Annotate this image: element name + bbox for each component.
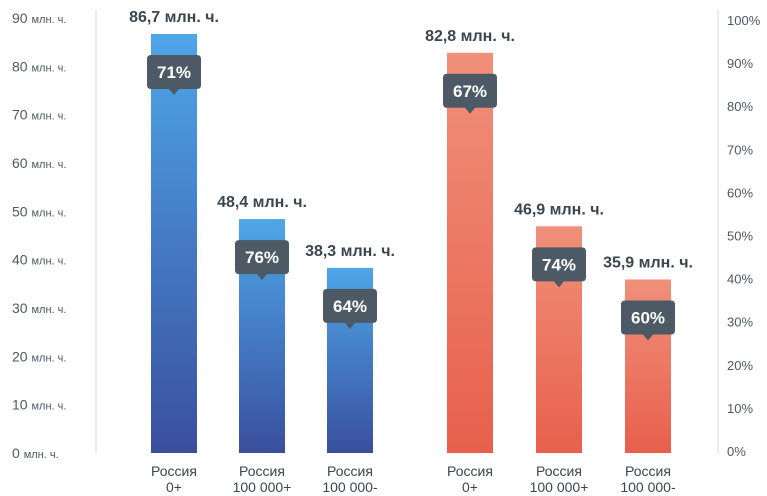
- category-label: 0+: [462, 479, 478, 495]
- y-left-tick-number: 70: [12, 107, 31, 123]
- y-left-tick-unit: млн. ч.: [24, 449, 59, 461]
- y-left-tick-label: 90 млн. ч.: [12, 10, 66, 26]
- y-left-tick-number: 60: [12, 155, 31, 171]
- percent-badge-label: 64%: [333, 297, 367, 316]
- y-left-tick-label: 80 млн. ч.: [12, 58, 66, 74]
- category-label: Россия: [447, 463, 493, 479]
- y-left-tick-unit: млн. ч.: [31, 256, 66, 268]
- y-right-tick-label: 40%: [727, 272, 753, 287]
- bars: [151, 33, 671, 454]
- bar: [447, 52, 493, 454]
- percent-badge: [147, 54, 201, 95]
- bar-value-label: 35,9 млн. ч.: [603, 254, 693, 271]
- y-left-tick-label: 40 млн. ч.: [12, 252, 66, 268]
- axes: [95, 10, 719, 453]
- category-label: Россия: [151, 463, 197, 479]
- y-left-tick-label: 10 млн. ч.: [12, 397, 66, 413]
- category-label: 0+: [166, 479, 182, 495]
- y-right-tick-label: 0%: [727, 444, 746, 459]
- category-label: Россия: [327, 463, 373, 479]
- y-left-tick-unit: млн. ч.: [31, 207, 66, 219]
- y-left-tick-unit: млн. ч.: [31, 304, 66, 316]
- category-label: 100 000-: [322, 479, 378, 495]
- percent-badge-label: 76%: [245, 248, 279, 267]
- y-left-tick-label: 20 млн. ч.: [12, 348, 66, 364]
- y-left-tick-unit: млн. ч.: [31, 14, 66, 26]
- y-left-tick-label: 50 млн. ч.: [12, 203, 66, 219]
- category-label: Россия: [239, 463, 285, 479]
- y-right-tick-label: 20%: [727, 358, 753, 373]
- category-label: 100 000-: [620, 479, 676, 495]
- y-left-tick-number: 40: [12, 252, 31, 268]
- y-left-tick-unit: млн. ч.: [31, 159, 66, 171]
- y-left-tick-unit: млн. ч.: [31, 62, 66, 74]
- category-label: Россия: [536, 463, 582, 479]
- percent-badge-label: 74%: [542, 255, 576, 274]
- bar-value-label: 38,3 млн. ч.: [305, 243, 395, 260]
- bar-value-label: 46,9 млн. ч.: [514, 201, 604, 218]
- y-left-tick-label: 60 млн. ч.: [12, 155, 66, 171]
- y-left-tick-label: 70 млн. ч.: [12, 107, 66, 123]
- percent-badge-label: 60%: [631, 308, 665, 327]
- y-left-tick-number: 0: [12, 445, 24, 461]
- y-left-tick-number: 90: [12, 10, 31, 26]
- y-left-tick-number: 30: [12, 300, 31, 316]
- y-right-tick-label: 80%: [727, 99, 753, 114]
- y-left-tick-unit: млн. ч.: [31, 352, 66, 364]
- percent-badge: [323, 288, 377, 329]
- y-left-tick-number: 80: [12, 58, 31, 74]
- y-right-tick-label: 60%: [727, 185, 753, 200]
- y-left-tick-label: 30 млн. ч.: [12, 300, 66, 316]
- y-right-tick-label: 90%: [727, 56, 753, 71]
- y-left-tick-number: 20: [12, 348, 31, 364]
- y-left-tick-number: 50: [12, 203, 31, 219]
- y-right-tick-label: 30%: [727, 315, 753, 330]
- category-label: 100 000+: [233, 479, 292, 495]
- y-right-tick-label: 10%: [727, 401, 753, 416]
- bar-value-label: 86,7 млн. ч.: [129, 9, 219, 26]
- category-label: 100 000+: [530, 479, 589, 495]
- percent-badge: [621, 300, 675, 341]
- percent-badge: [532, 247, 586, 288]
- y-left-tick-unit: млн. ч.: [31, 401, 66, 413]
- labels: 0 млн. ч.10 млн. ч.20 млн. ч.30 млн. ч.4…: [12, 9, 761, 495]
- y-left-tick-unit: млн. ч.: [31, 111, 66, 123]
- bar: [151, 33, 197, 453]
- percent-badge: [235, 240, 289, 281]
- y-right-tick-label: 50%: [727, 229, 753, 244]
- percent-badge: [443, 73, 497, 114]
- percent-badge-label: 71%: [157, 63, 191, 82]
- y-left-tick-label: 0 млн. ч.: [12, 445, 59, 461]
- percent-badge-label: 67%: [453, 82, 487, 101]
- category-label: Россия: [625, 463, 671, 479]
- bar-value-label: 48,4 млн. ч.: [217, 194, 307, 211]
- y-right-tick-label: 70%: [727, 142, 753, 157]
- y-right-tick-label: 100%: [727, 13, 761, 28]
- y-left-tick-number: 10: [12, 397, 31, 413]
- bar-value-label: 82,8 млн. ч.: [425, 28, 515, 45]
